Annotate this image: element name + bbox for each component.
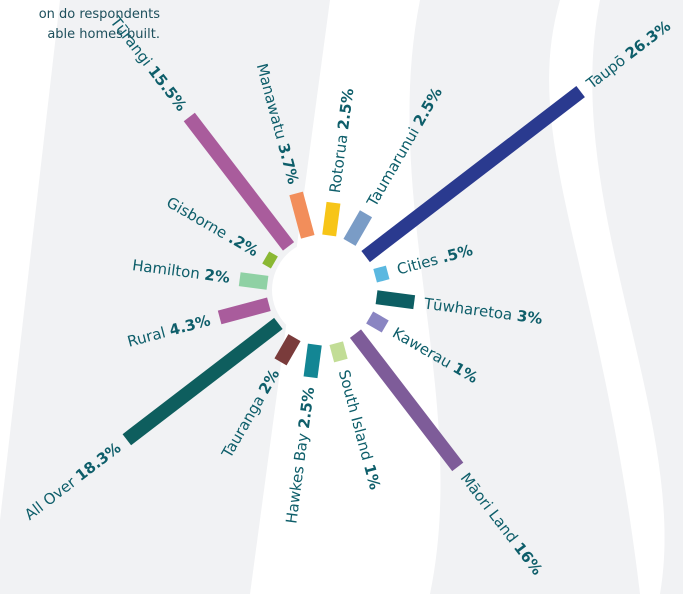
bar: [238, 272, 269, 290]
bar: [375, 290, 416, 310]
bar: [274, 334, 301, 366]
bar-label: South Island 1%: [335, 368, 384, 492]
value-label: 2.5%: [334, 87, 357, 131]
title-line: on do respondents: [39, 7, 161, 22]
category-label: Rotorua: [325, 133, 351, 194]
bar: [343, 210, 373, 246]
value-label: 2%: [203, 265, 231, 286]
bar: [373, 265, 390, 283]
bar-label: Hawkes Bay 2.5%: [282, 386, 318, 525]
bar-label: Rotorua 2.5%: [325, 87, 357, 194]
title-line: able homes built.: [47, 27, 160, 42]
bar: [183, 112, 295, 251]
bar: [303, 343, 322, 379]
background-shape: [592, 0, 683, 594]
bar: [361, 85, 585, 263]
bar: [122, 317, 283, 446]
bar: [366, 311, 389, 333]
center-circle: [272, 240, 372, 340]
category-label: Hawkes Bay: [282, 432, 312, 525]
bar: [217, 297, 271, 325]
value-label: 3%: [516, 306, 544, 327]
bar: [322, 201, 341, 237]
bar: [329, 341, 348, 363]
background-shape: [0, 0, 330, 594]
category-label: South Island: [335, 368, 376, 462]
bar: [289, 191, 315, 239]
bar: [262, 251, 278, 269]
value-label: 1%: [361, 462, 385, 491]
value-label: 2.5%: [294, 386, 317, 430]
background-shape: [409, 0, 640, 594]
bar: [349, 329, 464, 472]
